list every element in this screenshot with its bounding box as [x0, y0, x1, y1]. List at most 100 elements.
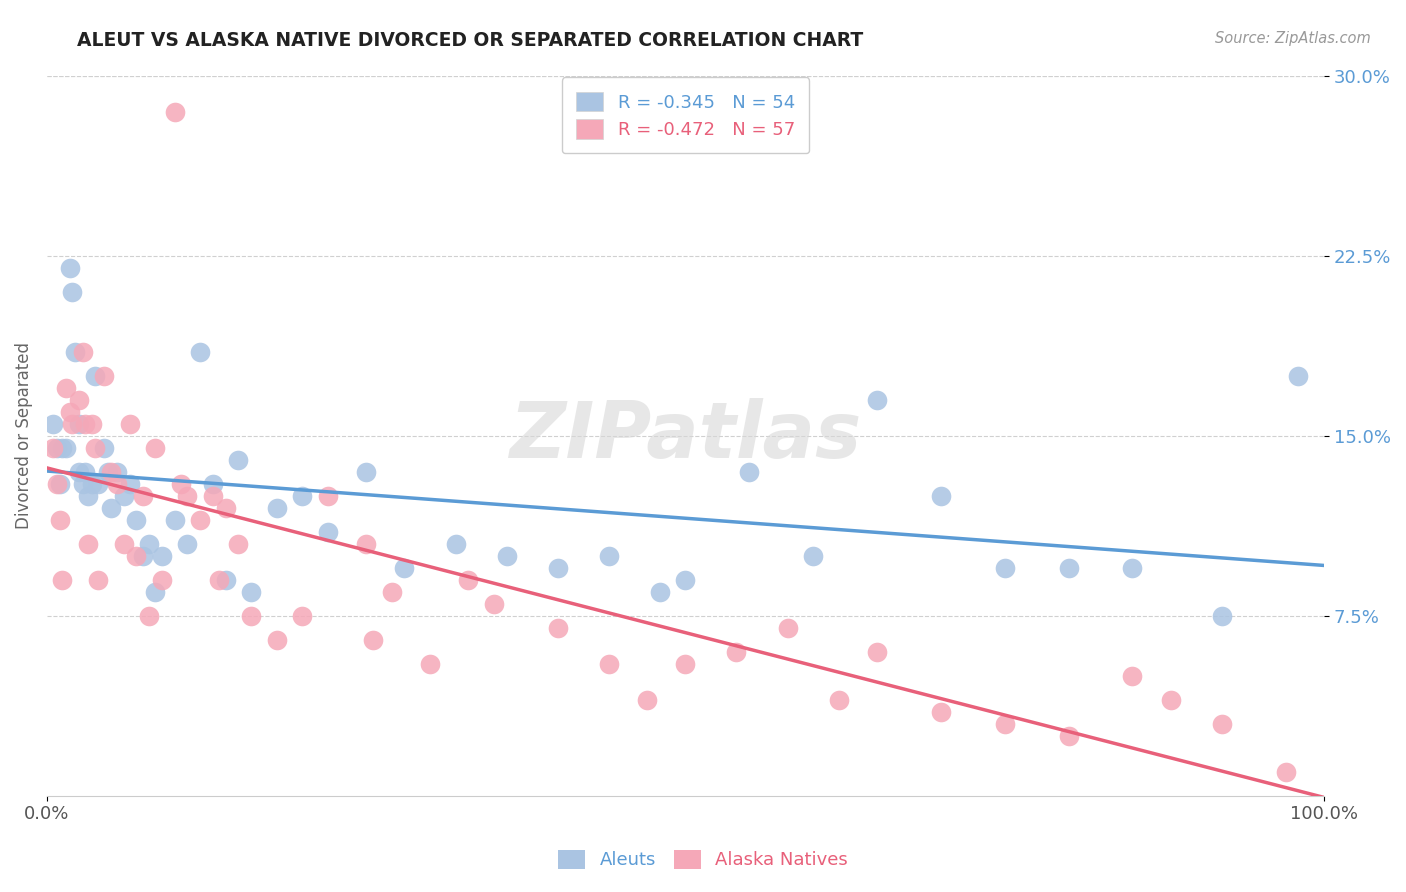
Point	[994, 716, 1017, 731]
Point	[76, 489, 98, 503]
Point	[291, 608, 314, 623]
Point	[67, 465, 90, 479]
Point	[444, 537, 467, 551]
Point	[1057, 729, 1080, 743]
Point	[495, 549, 517, 563]
Point	[266, 500, 288, 515]
Point	[75, 417, 97, 431]
Point	[866, 392, 889, 407]
Point	[62, 417, 84, 431]
Point	[316, 524, 339, 539]
Point	[87, 573, 110, 587]
Point	[80, 476, 103, 491]
Point	[112, 489, 135, 503]
Point	[150, 549, 173, 563]
Point	[419, 657, 441, 671]
Text: Source: ZipAtlas.com: Source: ZipAtlas.com	[1215, 31, 1371, 46]
Point	[188, 344, 211, 359]
Point	[457, 573, 479, 587]
Point	[636, 692, 658, 706]
Point	[138, 608, 160, 623]
Point	[201, 489, 224, 503]
Point	[228, 537, 250, 551]
Point	[46, 441, 69, 455]
Point	[59, 260, 82, 275]
Point	[42, 441, 65, 455]
Point	[866, 645, 889, 659]
Point	[76, 537, 98, 551]
Point	[51, 573, 73, 587]
Point	[1057, 560, 1080, 574]
Point	[673, 573, 696, 587]
Point	[125, 513, 148, 527]
Point	[87, 476, 110, 491]
Point	[84, 441, 107, 455]
Point	[1121, 669, 1143, 683]
Point	[100, 500, 122, 515]
Point	[361, 632, 384, 647]
Point	[354, 537, 377, 551]
Point	[827, 692, 849, 706]
Point	[97, 465, 120, 479]
Point	[228, 452, 250, 467]
Point	[291, 489, 314, 503]
Point	[80, 417, 103, 431]
Point	[316, 489, 339, 503]
Point	[46, 476, 69, 491]
Point	[673, 657, 696, 671]
Point	[1286, 368, 1309, 383]
Point	[67, 417, 90, 431]
Point	[100, 465, 122, 479]
Point	[598, 657, 620, 671]
Point	[63, 344, 86, 359]
Point	[163, 104, 186, 119]
Point	[93, 441, 115, 455]
Point	[240, 584, 263, 599]
Point	[1160, 692, 1182, 706]
Point	[381, 584, 404, 599]
Point	[131, 489, 153, 503]
Point	[201, 476, 224, 491]
Point	[240, 608, 263, 623]
Point	[118, 417, 141, 431]
Point	[72, 344, 94, 359]
Legend: Aleuts, Alaska Natives: Aleuts, Alaska Natives	[548, 841, 858, 879]
Point	[150, 573, 173, 587]
Text: ALEUT VS ALASKA NATIVE DIVORCED OR SEPARATED CORRELATION CHART: ALEUT VS ALASKA NATIVE DIVORCED OR SEPAR…	[77, 31, 863, 50]
Point	[145, 441, 167, 455]
Y-axis label: Divorced or Separated: Divorced or Separated	[15, 343, 32, 529]
Point	[547, 560, 569, 574]
Point	[170, 476, 193, 491]
Point	[215, 573, 238, 587]
Point	[354, 465, 377, 479]
Point	[105, 476, 128, 491]
Point	[1121, 560, 1143, 574]
Point	[776, 621, 799, 635]
Point	[801, 549, 824, 563]
Point	[59, 404, 82, 418]
Point	[176, 537, 198, 551]
Point	[48, 476, 70, 491]
Point	[929, 705, 952, 719]
Point	[125, 549, 148, 563]
Point	[131, 549, 153, 563]
Point	[176, 489, 198, 503]
Point	[138, 537, 160, 551]
Point	[994, 560, 1017, 574]
Point	[598, 549, 620, 563]
Point	[48, 513, 70, 527]
Point	[266, 632, 288, 647]
Point	[1211, 716, 1233, 731]
Point	[1274, 764, 1296, 779]
Point	[75, 465, 97, 479]
Point	[55, 381, 77, 395]
Point	[72, 476, 94, 491]
Point	[55, 441, 77, 455]
Point	[163, 513, 186, 527]
Point	[118, 476, 141, 491]
Point	[929, 489, 952, 503]
Point	[105, 465, 128, 479]
Point	[208, 573, 231, 587]
Point	[547, 621, 569, 635]
Point	[51, 441, 73, 455]
